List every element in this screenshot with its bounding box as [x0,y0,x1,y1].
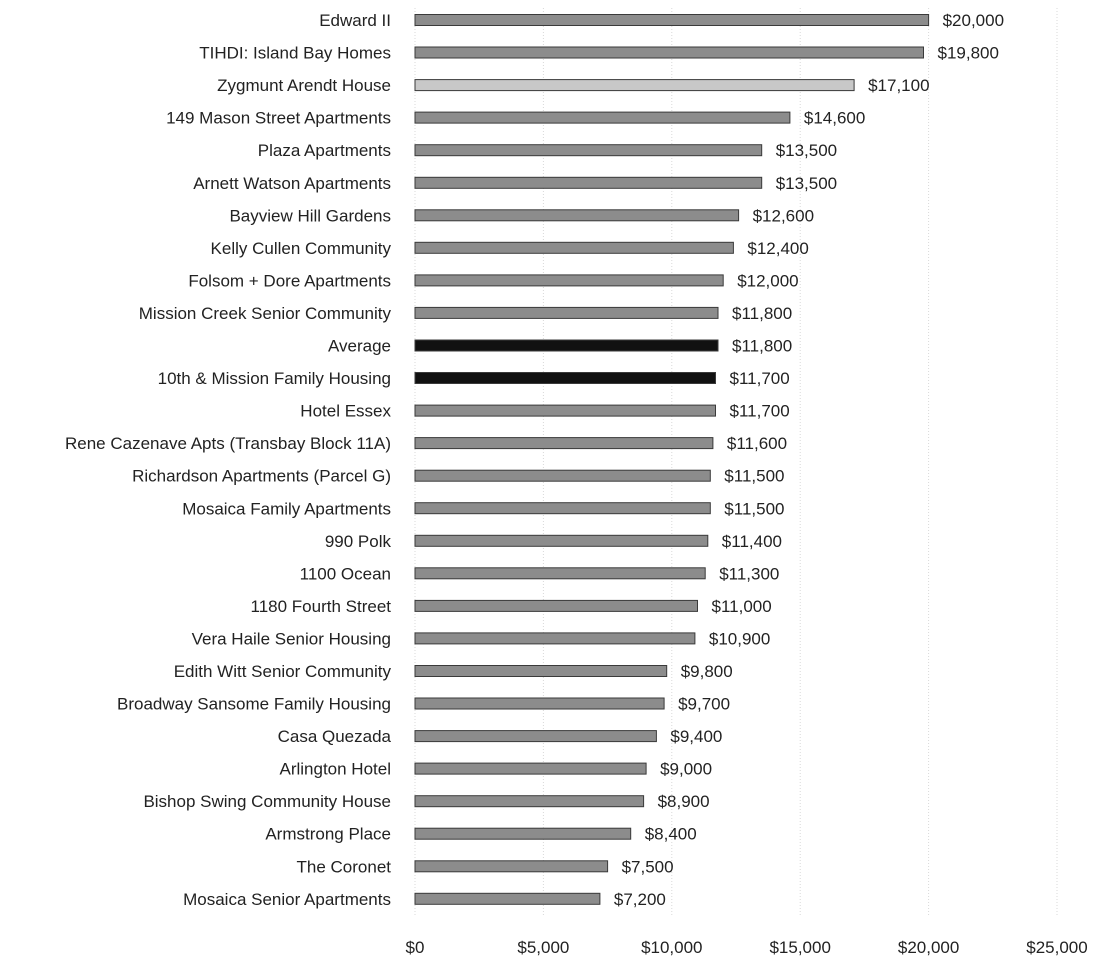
value-label: $7,200 [614,890,666,909]
bar [414,795,645,808]
bar [414,665,668,677]
value-label: $19,800 [938,44,999,63]
value-label: $11,700 [730,402,790,421]
x-tick-label: $5,000 [517,938,569,957]
value-label: $12,400 [747,239,808,258]
category-label: Plaza Apartments [258,141,391,160]
value-label: $9,800 [681,662,733,681]
x-tick-label: $10,000 [641,938,702,957]
value-label: $11,500 [724,467,784,486]
bar [414,892,601,905]
bar [414,241,734,254]
bar [414,404,716,417]
bar [414,534,709,547]
value-label: $11,500 [724,499,784,518]
value-label: $9,000 [660,760,712,779]
value-label: $12,600 [753,206,814,225]
bar [414,46,924,59]
value-label: $10,900 [709,629,770,648]
bar [414,632,696,645]
x-tick-label: $15,000 [769,938,830,957]
category-label: 1180 Fourth Street [251,597,392,616]
bar [414,599,698,612]
category-label: Kelly Cullen Community [211,239,392,258]
bar [414,567,706,580]
value-label: $11,000 [712,597,772,616]
x-tick-label: $20,000 [898,938,959,957]
bar [414,437,714,450]
category-label: 990 Polk [325,532,392,551]
category-label: Arlington Hotel [279,760,391,779]
category-label: 10th & Mission Family Housing [158,369,391,388]
category-label: TIHDI: Island Bay Homes [199,44,391,63]
category-label: Richardson Apartments (Parcel G) [132,467,391,486]
bar [414,827,632,840]
bar [414,209,740,222]
category-label: Mosaica Family Apartments [182,499,391,518]
value-label: $9,400 [670,727,722,746]
category-label: Average [328,337,391,356]
category-label: Folsom + Dore Apartments [188,271,391,290]
category-label: Mission Creek Senior Community [139,304,392,323]
value-label: $20,000 [943,11,1004,30]
bar [414,111,791,124]
category-label: Casa Quezada [278,727,392,746]
value-label: $11,600 [727,434,787,453]
category-label: Edith Witt Senior Community [174,662,392,681]
value-label: $17,100 [868,76,929,95]
bars-group [414,14,930,905]
bar [414,144,763,157]
x-tick-label: $25,000 [1026,938,1087,957]
value-label: $14,600 [804,109,865,128]
bar [414,860,609,873]
value-label: $8,400 [645,825,697,844]
bar [414,730,657,743]
bar [414,14,930,26]
bar [414,176,763,189]
bar [414,502,711,515]
category-label: Mosaica Senior Apartments [183,890,391,909]
bar [414,306,719,319]
bar [414,372,716,384]
value-label: $11,700 [730,369,790,388]
category-label: Broadway Sansome Family Housing [117,695,391,714]
value-label: $9,700 [678,695,730,714]
category-label: 1100 Ocean [300,564,391,583]
bar [414,762,647,775]
value-label: $12,000 [737,271,798,290]
bar [414,79,855,92]
x-tick-label: $0 [406,938,425,957]
x-axis-tick-labels: $0 $5,000 $10,000 $15,000 $20,000 $25,000 [406,938,1088,957]
value-label: $11,800 [732,337,792,356]
grid-lines [414,8,1058,915]
bar [414,274,724,287]
category-label: Bayview Hill Gardens [229,206,391,225]
category-labels: Edward II TIHDI: Island Bay Homes Zygmunt … [65,11,392,909]
category-label: Hotel Essex [300,402,391,421]
value-label: $7,500 [622,857,674,876]
value-label: $11,300 [719,564,779,583]
category-label: Arnett Watson Apartments [193,174,391,193]
category-label: Edward II [319,11,391,30]
value-labels: $20,000 $19,800 $17,100$14,600 $13,500 $13,5… [614,11,1004,909]
bar [414,469,711,482]
category-label: Vera Haile Senior Housing [192,629,391,648]
category-label: The Coronet [297,857,392,876]
category-label: 149 Mason Street Apartments [166,109,391,128]
value-label: $13,500 [776,174,837,193]
value-label: $11,400 [722,532,782,551]
value-label: $8,900 [658,792,710,811]
value-label: $11,800 [732,304,792,323]
value-label: $13,500 [776,141,837,160]
bar [414,339,719,352]
category-label: Armstrong Place [265,825,391,844]
category-label: Bishop Swing Community House [143,792,391,811]
category-label: Rene Cazenave Apts (Transbay Block 11A) [65,434,391,453]
bar [414,697,665,710]
category-label: Zygmunt Arendt House [217,76,391,95]
